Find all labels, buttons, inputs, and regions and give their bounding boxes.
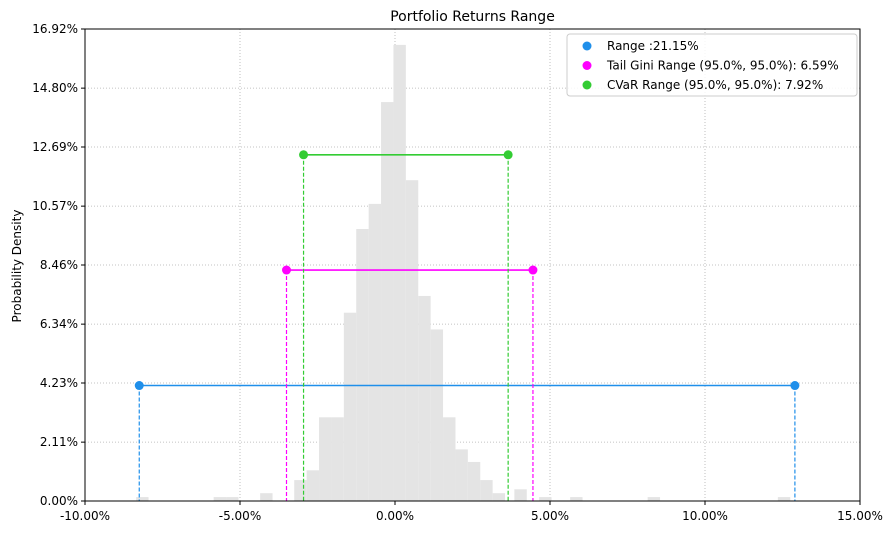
grid-layer (84, 28, 861, 502)
histogram-bar (539, 497, 552, 501)
histogram-bar (213, 497, 227, 501)
histogram-bar (294, 480, 307, 501)
histogram-bar (777, 497, 791, 501)
histogram-bar (455, 449, 468, 501)
y-axis-title: Probability Density (10, 210, 24, 323)
histogram-bar (405, 180, 419, 501)
range-point-right (528, 265, 538, 275)
legend-box (566, 33, 858, 97)
x-tick-label: -5.00% (219, 509, 261, 523)
histogram-bar (356, 229, 369, 501)
x-tick-label: 15.00% (837, 509, 883, 523)
y-tick-label: 12.69% (32, 140, 78, 154)
y-tick-label: 6.34% (40, 317, 78, 331)
histogram-bar (319, 417, 332, 501)
y-tick-label: 16.92% (32, 22, 78, 36)
histogram-bar (393, 44, 406, 502)
x-tick-label: -10.00% (60, 509, 110, 523)
histogram-bar (368, 203, 382, 501)
chart-title: Portfolio Returns Range (390, 9, 555, 25)
y-tick-label: 14.80% (32, 81, 78, 95)
series-layer (134, 150, 800, 501)
histogram-bar (306, 470, 320, 501)
range-point-right (790, 381, 800, 391)
range-point-left (134, 381, 144, 391)
range-point-left (299, 150, 309, 160)
x-tick-label: 5.00% (531, 509, 569, 523)
range-point-right (503, 150, 513, 160)
histogram-bar (343, 312, 357, 501)
histogram-bar (570, 497, 583, 501)
legend-label: Range :21.15% (607, 39, 699, 53)
legend-label: Tail Gini Range (95.0%, 95.0%): 6.59% (606, 59, 839, 73)
legend-marker (582, 80, 592, 90)
x-tick-label: 0.00% (376, 509, 414, 523)
y-tick-label: 8.46% (40, 258, 78, 272)
histogram-bar (381, 102, 394, 502)
histogram-bar (443, 417, 456, 501)
range-point-left (282, 265, 291, 275)
histogram-bar (492, 493, 506, 501)
histogram-layer (136, 44, 791, 502)
histogram-bar (467, 461, 481, 501)
x-tick-label: 10.00% (682, 509, 728, 523)
histogram-bar (331, 417, 344, 501)
legend-marker (582, 61, 592, 70)
legend-label: CVaR Range (95.0%, 95.0%): 7.92% (607, 78, 823, 92)
y-tick-label: 2.11% (40, 435, 78, 449)
histogram-bar (480, 480, 493, 501)
histogram-bar (514, 489, 527, 501)
histogram-bar (136, 497, 149, 501)
y-tick-label: 4.23% (40, 376, 78, 390)
histogram-bar (647, 497, 661, 501)
histogram-bar (260, 493, 273, 501)
legend: Range :21.15% Tail Gini Range (95.0%, 95.… (566, 33, 858, 97)
y-tick-label: 0.00% (40, 494, 78, 508)
legend-marker (582, 41, 592, 51)
histogram-bar (418, 295, 431, 501)
axis-layer: -10.00% -5.00% 0.00% 5.00% 10.00% 15.00% 0.00%… (32, 22, 883, 523)
histogram-bar (226, 497, 239, 501)
y-tick-label: 10.57% (32, 199, 78, 213)
histogram-bar (430, 329, 444, 501)
